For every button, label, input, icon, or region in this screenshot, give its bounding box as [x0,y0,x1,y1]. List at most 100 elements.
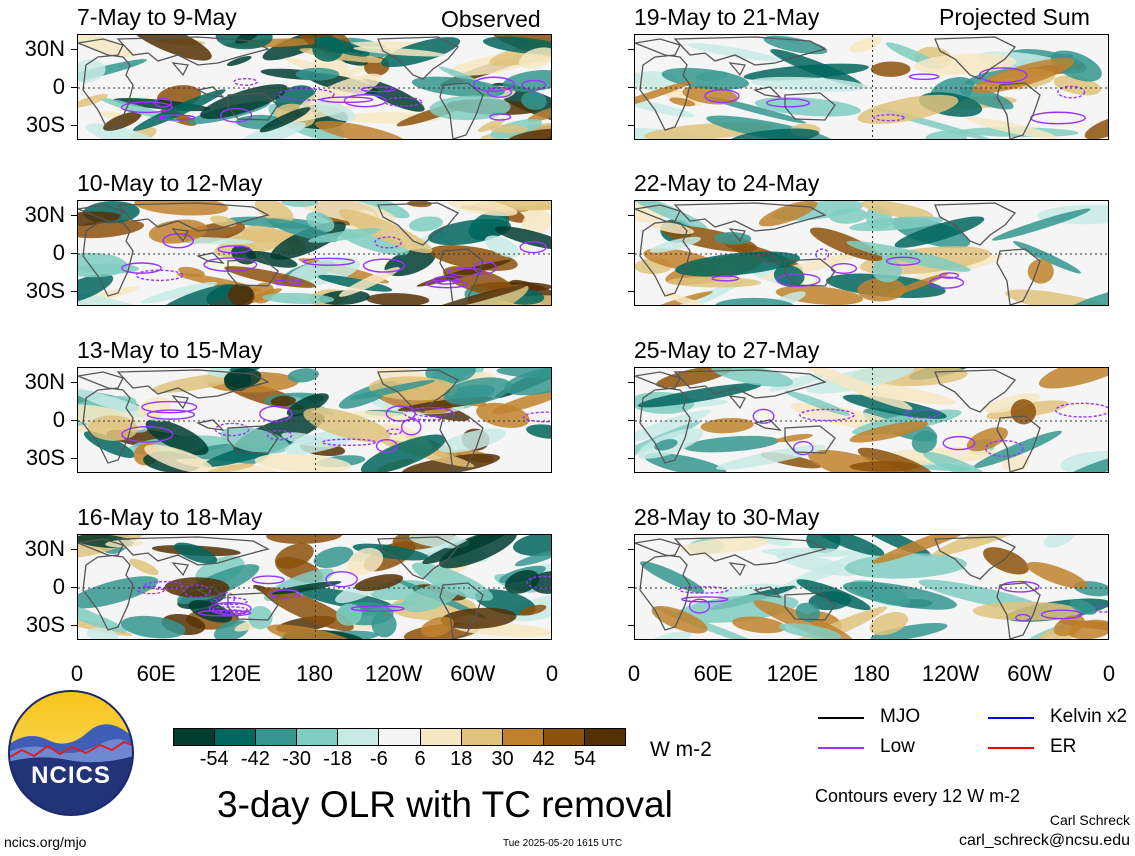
projected-label: Projected Sum [939,4,1090,30]
tick-mark [71,381,77,383]
lon-label: 120W [364,661,423,686]
tick-mark [71,291,77,293]
colorbar-label: 6 [414,748,426,770]
lat-label: 30N [24,535,65,561]
colorbar-swatch [174,729,216,745]
lon-label: 120W [921,661,980,686]
colorbar-swatch [420,729,462,745]
colorbar-label: 42 [532,748,555,770]
panel-title-right-4: 28-May to 30-May [634,504,820,530]
lat-label: 30S [25,112,65,138]
map-panel-left-2 [77,200,552,306]
lat-label: 30N [24,201,65,227]
colorbar-swatch [543,729,585,745]
lat-label: 0 [52,74,65,99]
lat-label: 0 [52,407,65,432]
tick-mark [628,253,634,254]
map-panel-right-2 [634,200,1109,306]
lon-label: 0 [70,661,84,686]
legend-swatch [988,717,1034,719]
author-email: carl_schreck@ncsu.edu [959,832,1130,849]
tick-mark [71,458,77,460]
ncics-logo: NCICS [8,690,134,816]
panel-title-right-2: 22-May to 24-May [634,170,820,196]
lon-label: 180 [853,661,890,686]
tick-mark [71,587,77,588]
colorbar-label: 54 [573,748,596,770]
lon-label: 60W [1007,661,1053,686]
tick-mark [71,625,77,627]
tick-mark [71,125,77,127]
colorbar-label: 18 [450,748,473,770]
lon-label: 0 [545,661,559,686]
logo-text: NCICS [31,762,111,789]
colorbar-swatch [379,729,421,745]
colorbar-swatch [461,729,503,745]
legend-swatch [988,747,1034,749]
panel-title-left-3: 13-May to 15-May [77,337,263,363]
tick-mark [628,458,634,460]
lat-label: 30N [24,368,65,394]
lat-label: 0 [52,574,65,599]
legend-label: MJO [880,706,921,727]
lat-label: 30N [24,35,65,61]
lat-label: 30S [25,612,65,638]
tick-mark [628,587,634,588]
tick-mark [71,214,77,216]
footer-url: ncics.org/mjo [4,834,87,850]
tick-mark [628,214,634,216]
lon-label: 60E [693,661,733,686]
map-panel-right-3 [634,367,1109,473]
colorbar-label: 30 [491,748,514,770]
colorbar-swatch [256,729,298,745]
author-name: Carl Schreck [1049,812,1130,828]
colorbar-label: -42 [240,748,270,770]
tick-mark [628,125,634,127]
lat-label: 0 [52,240,65,265]
lat-label: 30S [25,278,65,304]
colorbar-label: -18 [323,748,353,770]
panel-title-left-4: 16-May to 18-May [77,504,263,530]
observed-label: Observed [441,6,541,32]
colorbar-swatch [215,729,257,745]
colorbar [173,728,626,746]
panel-title-right-1: 19-May to 21-May [634,4,820,30]
colorbar-swatch [297,729,339,745]
colorbar-label: -54 [199,748,229,770]
lon-label: 60E [136,661,176,686]
legend-swatch [818,717,864,719]
tick-mark [71,253,77,254]
footer-timestamp: Tue 2025-05-20 1615 UTC [503,838,623,849]
panel-title-left-1: 7-May to 9-May [77,4,237,30]
colorbar-unit: W m-2 [650,738,712,761]
lon-label: 180 [296,661,333,686]
tick-mark [628,87,634,88]
colorbar-label: -6 [370,748,388,770]
panel-title-left-2: 10-May to 12-May [77,170,263,196]
tick-mark [71,420,77,421]
map-panel-left-1 [77,34,552,140]
tick-mark [71,548,77,550]
tick-mark [628,291,634,293]
map-panel-right-1 [634,34,1109,140]
contour-note: Contours every 12 W m-2 [815,786,1021,806]
colorbar-swatch [338,729,380,745]
colorbar-swatch [584,729,626,745]
legend-label: Low [880,736,915,757]
main-title: 3-day OLR with TC removal [217,784,673,825]
map-panel-right-4 [634,534,1109,640]
lat-label: 30S [25,445,65,471]
tick-mark [628,625,634,627]
legend-label: Kelvin x2 [1050,706,1128,727]
colorbar-label: -30 [282,748,311,770]
tick-mark [628,48,634,50]
lon-label: 120E [209,661,262,686]
lon-label: 120E [766,661,819,686]
lon-label: 0 [1102,661,1116,686]
panel-title-right-3: 25-May to 27-May [634,337,820,363]
tick-mark [628,548,634,550]
lon-label: 0 [627,661,641,686]
tick-mark [71,48,77,50]
lon-label: 60W [450,661,496,686]
legend-swatch [818,747,864,749]
